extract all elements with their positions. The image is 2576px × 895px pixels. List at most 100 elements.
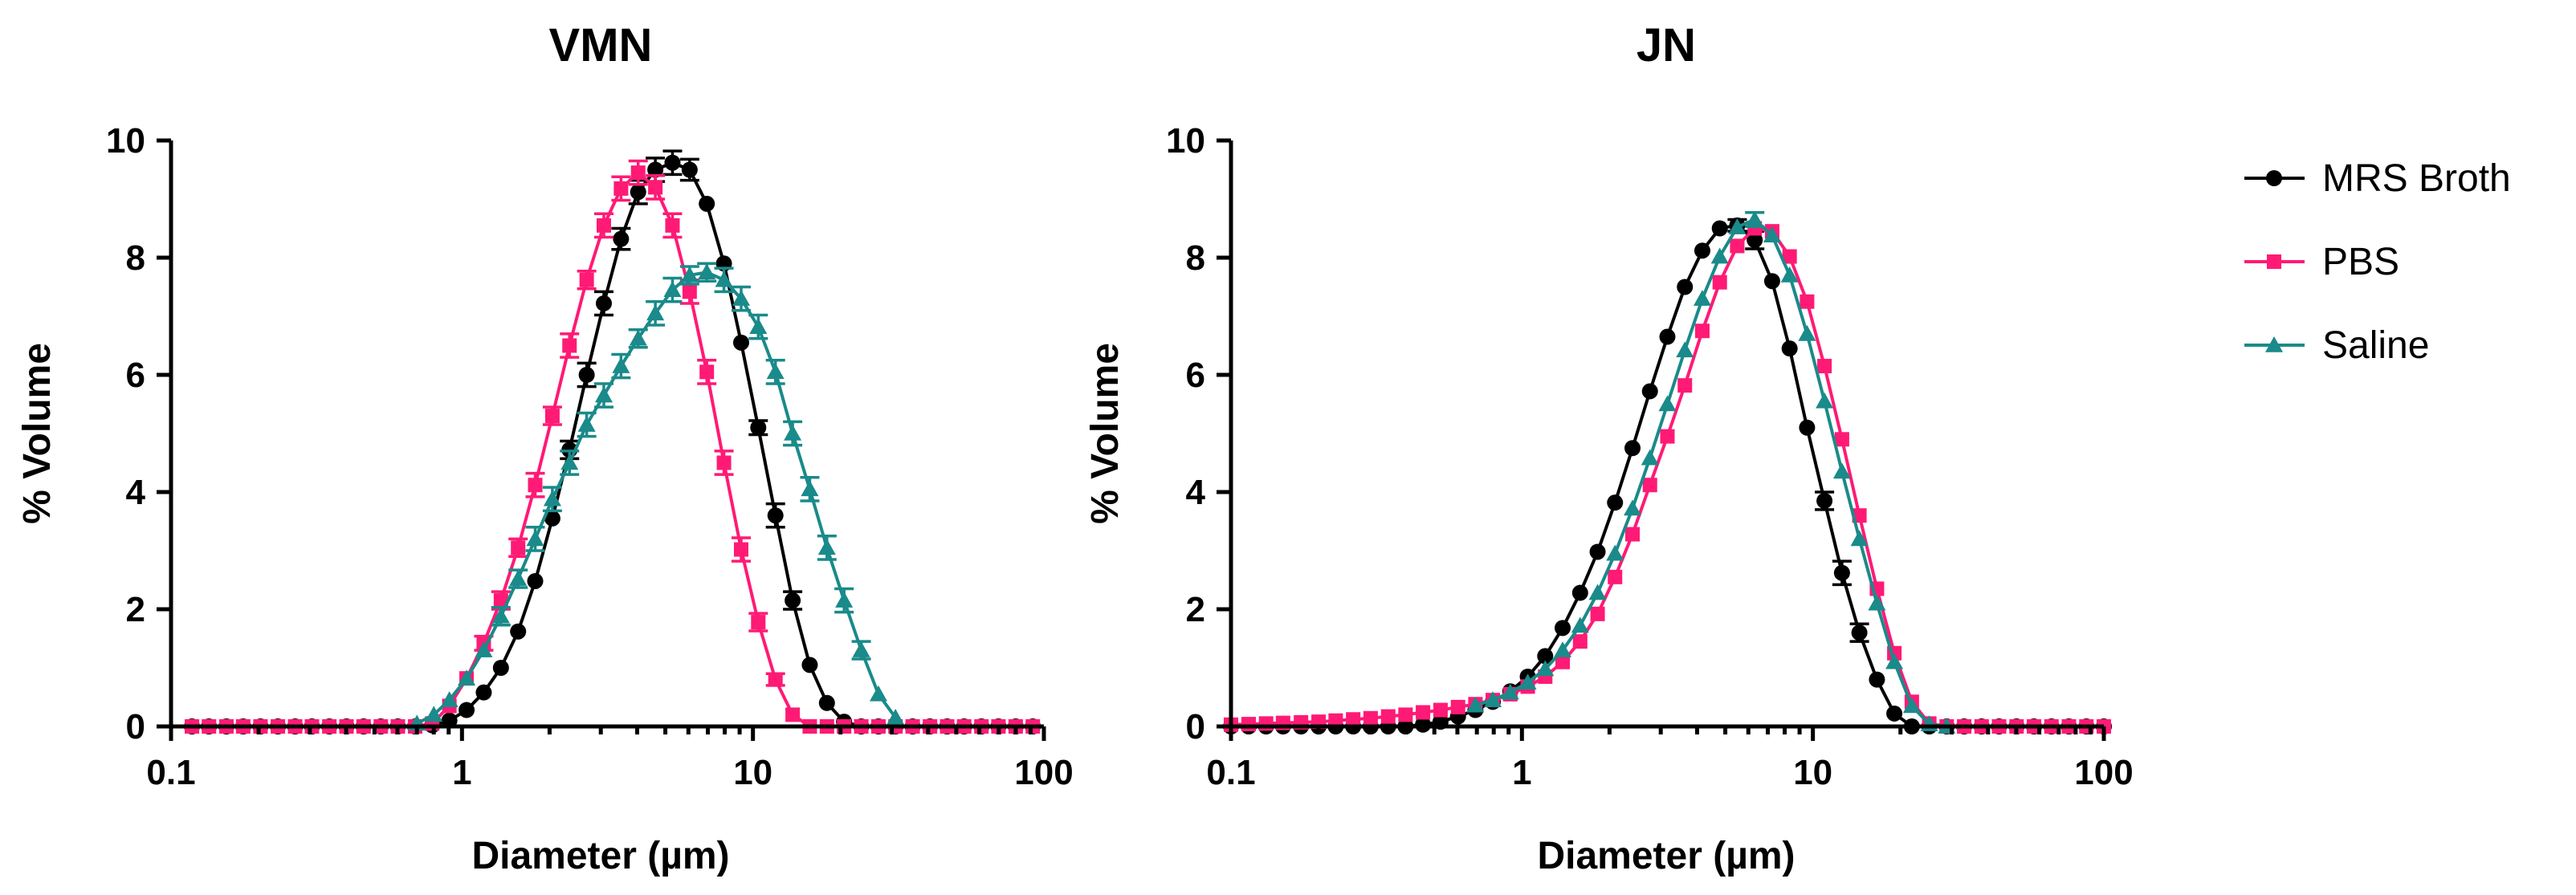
data-point — [1694, 242, 1710, 259]
series-saline — [408, 262, 905, 731]
data-point — [1886, 705, 1903, 722]
data-point — [817, 539, 836, 555]
y-tick-label: 8 — [1186, 238, 1205, 278]
data-point — [716, 455, 732, 470]
y-tick-label: 8 — [126, 238, 145, 278]
data-point — [767, 507, 784, 524]
data-point — [1800, 294, 1815, 309]
x-axis-label: Diameter (µm) — [471, 835, 729, 877]
data-point — [1450, 699, 1465, 714]
data-point — [663, 281, 682, 297]
legend-swatch — [2244, 336, 2305, 352]
y-tick-label: 2 — [126, 590, 145, 629]
data-point — [715, 271, 733, 287]
data-point — [1641, 383, 1658, 400]
data-point — [528, 478, 543, 493]
data-point — [562, 338, 577, 353]
data-point — [1518, 673, 1537, 690]
legend-marker — [2266, 170, 2282, 186]
data-point — [510, 623, 527, 640]
data-point — [544, 409, 560, 424]
data-point — [1746, 210, 1764, 227]
data-point — [1328, 713, 1343, 728]
legend-marker — [2265, 336, 2283, 352]
data-point — [1398, 707, 1413, 722]
data-point — [1536, 660, 1555, 677]
data-point — [1433, 702, 1448, 718]
data-point — [1677, 378, 1693, 393]
data-point — [646, 304, 665, 321]
data-point — [1484, 691, 1502, 707]
chart-panel-jn: JN 0.1 1 10 100 0 2 4 6 8 10 Diameter (µm) % Volu… — [1084, 19, 2134, 877]
data-point — [768, 672, 783, 687]
data-point — [1833, 564, 1850, 581]
y-axis-label: % Volume — [1084, 343, 1127, 524]
series-line — [192, 170, 1033, 728]
data-point — [526, 530, 544, 547]
series-mrs-broth — [1223, 217, 2112, 734]
data-point — [664, 154, 681, 171]
data-point — [1346, 712, 1361, 727]
data-point — [1798, 324, 1816, 341]
data-point — [527, 572, 544, 589]
data-point — [818, 694, 835, 711]
data-point — [751, 615, 766, 630]
data-point — [1624, 499, 1642, 516]
data-point — [475, 641, 493, 657]
data-point — [493, 593, 508, 608]
data-point — [1537, 648, 1554, 665]
y-tick-label: 2 — [1186, 590, 1205, 629]
data-point — [784, 425, 802, 441]
data-point — [459, 702, 475, 718]
data-point — [1816, 492, 1833, 509]
data-point — [1363, 710, 1378, 726]
data-point — [785, 592, 801, 609]
y-tick-label: 10 — [106, 121, 145, 161]
series-pbs — [1224, 221, 2111, 734]
x-tick-label: 0.1 — [1206, 753, 1255, 792]
y-tick-label: 0 — [126, 707, 145, 747]
data-point — [647, 161, 664, 178]
data-point — [1817, 359, 1832, 374]
data-point — [1677, 279, 1694, 295]
legend-swatch — [2244, 170, 2305, 186]
data-point — [595, 295, 612, 311]
data-point — [1659, 328, 1676, 345]
axis-ticks: 0.1 1 10 100 0 2 4 6 8 10 — [106, 121, 1074, 792]
data-point — [612, 357, 630, 373]
y-tick-label: 6 — [1186, 356, 1205, 395]
data-point — [1380, 709, 1396, 724]
data-point — [544, 510, 560, 527]
data-point — [1642, 478, 1657, 493]
data-point — [801, 480, 819, 497]
series-pbs — [185, 159, 1041, 734]
data-point — [458, 669, 476, 685]
legend-entry-saline: Saline — [2244, 324, 2429, 367]
data-point — [1416, 705, 1431, 720]
data-point — [475, 684, 492, 701]
data-point — [732, 290, 750, 306]
data-point — [1571, 616, 1589, 633]
data-point — [492, 660, 509, 676]
data-point — [1676, 341, 1694, 358]
data-point — [1641, 449, 1659, 466]
data-point — [680, 266, 699, 283]
data-point — [785, 707, 801, 722]
data-point — [699, 364, 715, 380]
plot-area — [1223, 210, 2112, 734]
legend-entry-mrs-broth: MRS Broth — [2244, 157, 2511, 200]
data-point — [629, 329, 647, 346]
data-point — [1658, 395, 1677, 412]
data-point — [1694, 323, 1710, 339]
data-point — [491, 607, 510, 624]
x-tick-label: 10 — [1793, 753, 1832, 792]
data-point — [733, 542, 748, 557]
data-point — [577, 416, 596, 432]
data-point — [1466, 696, 1485, 713]
data-point — [440, 691, 459, 707]
data-point — [1816, 392, 1834, 409]
data-point — [1747, 232, 1763, 249]
data-point — [1624, 440, 1641, 457]
data-point — [766, 363, 785, 380]
data-point — [1607, 494, 1624, 511]
